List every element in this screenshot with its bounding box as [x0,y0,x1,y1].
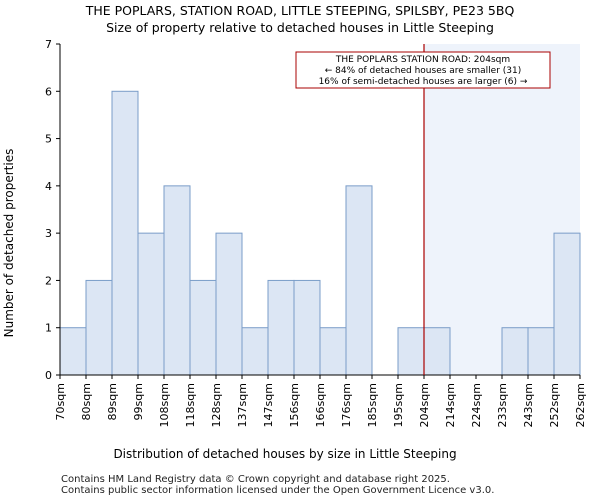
y-tick-label: 4 [45,180,52,193]
y-tick-label: 5 [45,133,52,146]
x-tick-label: 108sqm [158,383,171,427]
x-tick-label: 70sqm [54,383,67,420]
x-tick-label: 185sqm [366,383,379,427]
y-tick-label: 2 [45,274,52,287]
histogram-bar [215,232,243,376]
x-tick-label: 128sqm [210,383,223,427]
x-tick-label: 233sqm [496,383,509,427]
histogram-bar [241,327,269,376]
x-tick-label: 137sqm [236,383,249,427]
chart-title: THE POPLARS, STATION ROAD, LITTLE STEEPI… [85,3,515,18]
footer-licence: Contains public sector information licen… [61,485,495,496]
histogram-bar [189,279,217,376]
histogram-bar [111,90,139,376]
y-tick-label: 7 [45,38,52,51]
y-tick-label: 3 [45,227,52,240]
annotation-line-3: 16% of semi-detached houses are larger (… [319,77,528,87]
x-tick-label: 176sqm [340,383,353,427]
histogram-bar [163,185,191,376]
histogram-bar [527,327,555,376]
y-tick-label: 6 [45,85,52,98]
x-tick-label: 214sqm [444,383,457,427]
histogram-bar [423,327,451,376]
y-tick-label: 1 [45,322,52,335]
x-tick-label: 204sqm [418,383,431,427]
x-tick-label: 147sqm [262,383,275,427]
x-tick-label: 80sqm [80,383,93,420]
histogram-bar [293,279,321,376]
annotation-box [295,51,551,89]
chart-subtitle: Size of property relative to detached ho… [106,20,494,35]
annotation-line-1: THE POPLARS STATION ROAD: 204sqm [335,55,510,65]
x-tick-label: 99sqm [132,383,145,420]
x-tick-label: 252sqm [548,383,561,427]
x-tick-label: 195sqm [392,383,405,427]
histogram-bar [345,185,373,376]
y-tick-label: 0 [45,369,52,382]
x-tick-label: 262sqm [574,383,587,427]
x-tick-label: 118sqm [184,383,197,427]
histogram-bar [397,327,425,376]
footer-copyright: Contains HM Land Registry data © Crown c… [61,474,450,485]
histogram-bar [59,327,87,376]
histogram-bar [501,327,529,376]
histogram-bar [319,327,347,376]
x-tick-label: 156sqm [288,383,301,427]
histogram-bar [137,232,165,376]
histogram-bar [553,232,581,376]
x-tick-label: 89sqm [106,383,119,420]
x-axis-label: Distribution of detached houses by size … [113,447,456,461]
histogram-bar [267,279,295,376]
x-tick-label: 166sqm [314,383,327,427]
histogram-bar [85,279,113,376]
x-tick-label: 243sqm [522,383,535,427]
y-axis-label: Number of detached properties [2,149,16,338]
x-tick-label: 224sqm [470,383,483,427]
annotation-line-2: ← 84% of detached houses are smaller (31… [325,66,522,76]
